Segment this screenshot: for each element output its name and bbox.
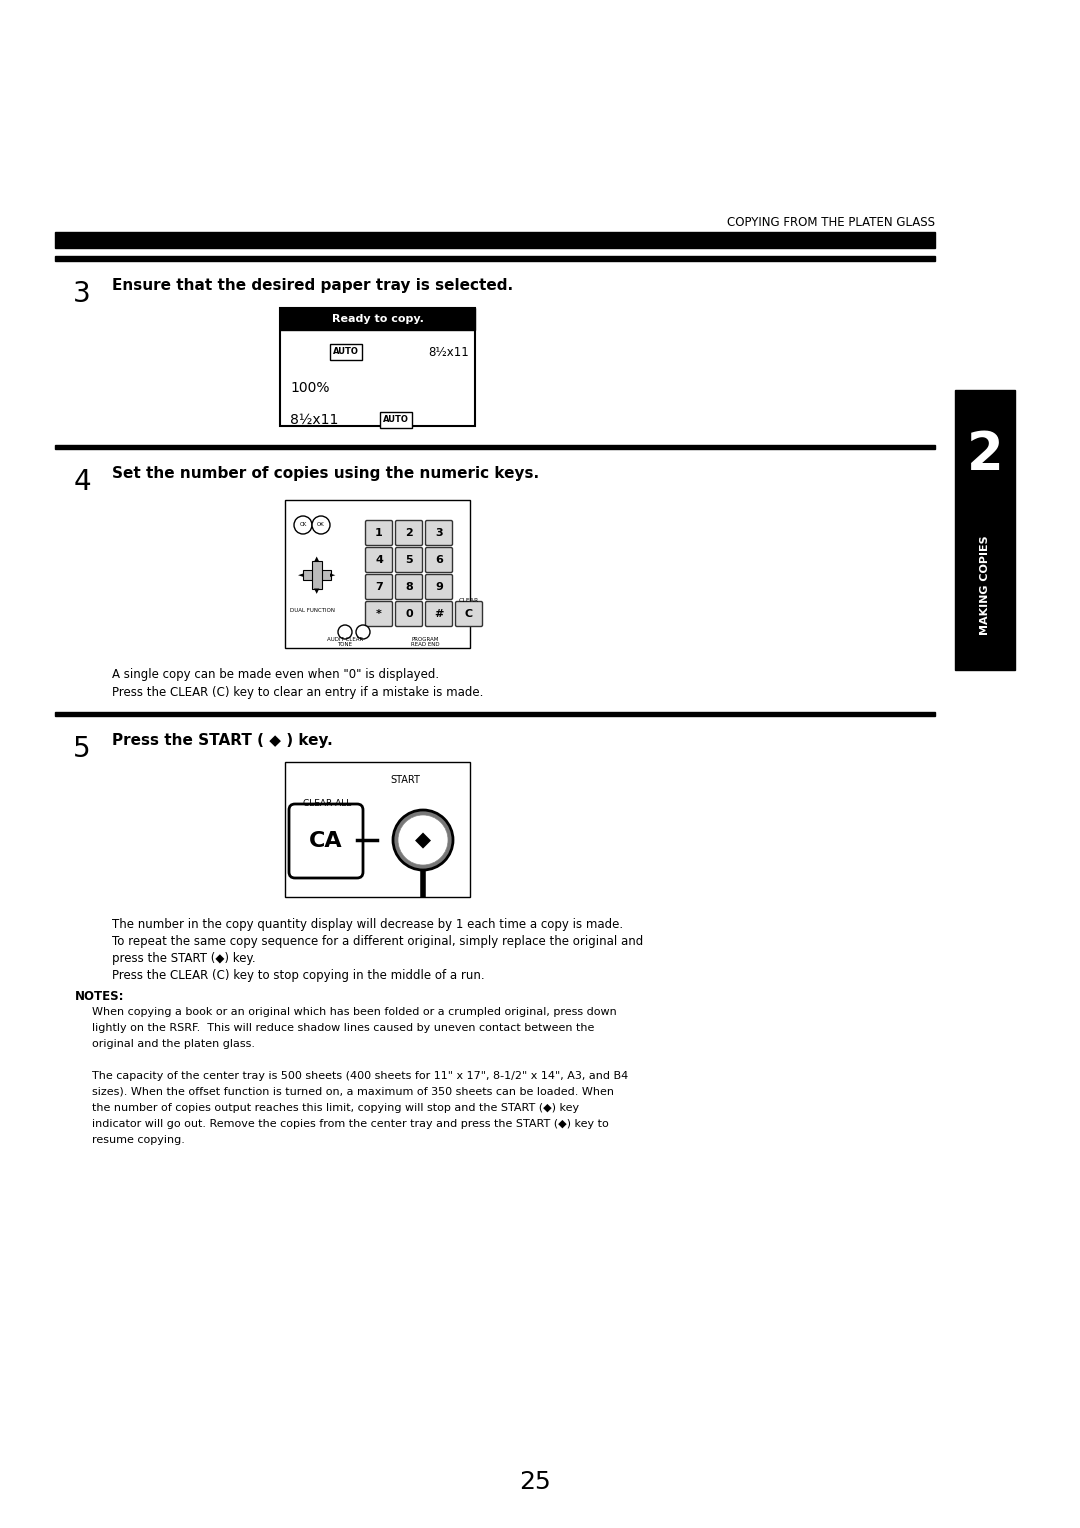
Text: Ensure that the desired paper tray is selected.: Ensure that the desired paper tray is se…	[112, 278, 513, 293]
Text: 8½x11: 8½x11	[429, 345, 469, 359]
Text: Press the START ( ◆ ) key.: Press the START ( ◆ ) key.	[112, 733, 333, 749]
Text: original and the platen glass.: original and the platen glass.	[92, 1039, 255, 1050]
Circle shape	[312, 516, 330, 533]
Text: 5: 5	[405, 555, 413, 565]
Bar	[55, 445, 935, 449]
Text: lightly on the RSRF.  This will reduce shadow lines caused by uneven contact bet: lightly on the RSRF. This will reduce sh…	[92, 1024, 594, 1033]
Text: 5: 5	[73, 735, 91, 762]
FancyBboxPatch shape	[395, 521, 422, 545]
Text: AUTO: AUTO	[333, 347, 359, 356]
Text: 9: 9	[435, 582, 443, 591]
Circle shape	[338, 625, 352, 639]
Text: 8: 8	[405, 582, 413, 591]
FancyBboxPatch shape	[365, 521, 392, 545]
Text: 3: 3	[73, 280, 91, 309]
Text: CK: CK	[299, 523, 307, 527]
FancyBboxPatch shape	[365, 575, 392, 599]
Text: 2: 2	[405, 529, 413, 538]
Text: COPYING FROM THE PLATEN GLASS: COPYING FROM THE PLATEN GLASS	[727, 215, 935, 229]
FancyBboxPatch shape	[395, 575, 422, 599]
FancyBboxPatch shape	[426, 602, 453, 626]
Text: ◆: ◆	[415, 830, 431, 850]
Bar	[55, 257, 935, 261]
Circle shape	[393, 810, 453, 869]
FancyBboxPatch shape	[395, 547, 422, 573]
Circle shape	[294, 516, 312, 533]
Text: C: C	[464, 610, 473, 619]
Bar	[955, 390, 1015, 669]
Text: 100%: 100%	[291, 380, 329, 396]
Text: Press the CLEAR (C) key to clear an entry if a mistake is made.: Press the CLEAR (C) key to clear an entr…	[112, 686, 484, 698]
Text: 0: 0	[405, 610, 413, 619]
Bar	[312, 561, 322, 588]
Text: the number of copies output reaches this limit, copying will stop and the START : the number of copies output reaches this…	[92, 1103, 579, 1112]
Text: Set the number of copies using the numeric keys.: Set the number of copies using the numer…	[112, 466, 539, 481]
Text: 4: 4	[73, 468, 91, 497]
Text: indicator will go out. Remove the copies from the center tray and press the STAR: indicator will go out. Remove the copies…	[92, 1118, 609, 1129]
Bar	[285, 500, 470, 648]
Circle shape	[356, 625, 370, 639]
Text: ►: ►	[330, 571, 336, 578]
Text: Press the CLEAR (C) key to stop copying in the middle of a run.: Press the CLEAR (C) key to stop copying …	[112, 969, 485, 983]
Text: *: *	[376, 610, 382, 619]
Text: OK: OK	[318, 523, 325, 527]
Text: ▲: ▲	[314, 556, 320, 562]
Text: 3: 3	[435, 529, 443, 538]
Text: 2: 2	[967, 429, 1003, 481]
Bar	[280, 309, 475, 330]
Text: PROGRAM
READ END: PROGRAM READ END	[410, 637, 440, 648]
Text: 7: 7	[375, 582, 383, 591]
Text: CLEAR ALL: CLEAR ALL	[303, 799, 351, 808]
Bar	[55, 712, 935, 717]
Text: The capacity of the center tray is 500 sheets (400 sheets for 11" x 17", 8-1/2" : The capacity of the center tray is 500 s…	[92, 1071, 629, 1080]
Text: 4: 4	[375, 555, 383, 565]
Text: Ready to copy.: Ready to copy.	[332, 313, 423, 324]
Bar	[303, 570, 330, 581]
Text: When copying a book or an original which has been folded or a crumpled original,: When copying a book or an original which…	[92, 1007, 617, 1018]
FancyBboxPatch shape	[426, 547, 453, 573]
Bar	[55, 232, 935, 248]
Bar	[280, 309, 475, 426]
Text: 25: 25	[519, 1470, 551, 1494]
Text: CLEAR: CLEAR	[459, 599, 480, 604]
Text: START: START	[390, 775, 420, 785]
Text: resume copying.: resume copying.	[92, 1135, 185, 1144]
Bar	[330, 344, 362, 361]
Text: #: #	[434, 610, 444, 619]
Circle shape	[399, 814, 448, 865]
Text: AUTO: AUTO	[383, 416, 409, 425]
Text: 1: 1	[375, 529, 383, 538]
Text: AUDIT CLEAR
TONE: AUDIT CLEAR TONE	[327, 637, 363, 648]
Text: MAKING COPIES: MAKING COPIES	[980, 535, 990, 634]
FancyBboxPatch shape	[289, 804, 363, 879]
Text: 6: 6	[435, 555, 443, 565]
Bar	[380, 413, 411, 428]
Text: To repeat the same copy sequence for a different original, simply replace the or: To repeat the same copy sequence for a d…	[112, 935, 644, 947]
FancyBboxPatch shape	[365, 547, 392, 573]
Text: 8½x11: 8½x11	[291, 413, 338, 426]
Text: sizes). When the offset function is turned on, a maximum of 350 sheets can be lo: sizes). When the offset function is turn…	[92, 1086, 615, 1097]
Text: press the START (◆) key.: press the START (◆) key.	[112, 952, 256, 966]
Bar	[285, 762, 470, 897]
FancyBboxPatch shape	[456, 602, 483, 626]
FancyBboxPatch shape	[426, 575, 453, 599]
Text: The number in the copy quantity display will decrease by 1 each time a copy is m: The number in the copy quantity display …	[112, 918, 623, 931]
Text: ◄: ◄	[298, 571, 303, 578]
Text: A single copy can be made even when "0" is displayed.: A single copy can be made even when "0" …	[112, 668, 440, 681]
Text: NOTES:: NOTES:	[75, 990, 124, 1002]
FancyBboxPatch shape	[395, 602, 422, 626]
Text: CA: CA	[309, 831, 342, 851]
FancyBboxPatch shape	[426, 521, 453, 545]
Text: ▼: ▼	[314, 588, 320, 594]
Text: DUAL FUNCTION: DUAL FUNCTION	[291, 608, 335, 613]
FancyBboxPatch shape	[365, 602, 392, 626]
